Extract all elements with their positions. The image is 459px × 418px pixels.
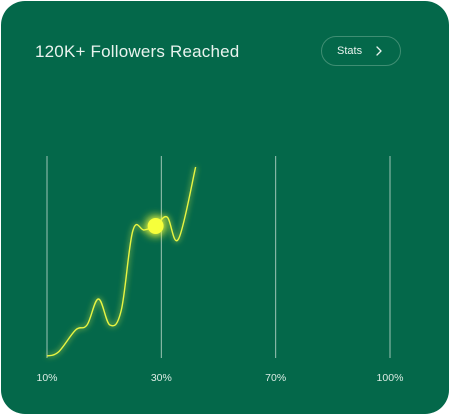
stats-button[interactable]: Stats <box>321 36 401 66</box>
x-tick-label: 10% <box>36 372 58 384</box>
x-tick-label: 70% <box>265 372 287 384</box>
highlighted-data-point[interactable] <box>147 218 164 234</box>
card-title: 120K+ Followers Reached <box>35 42 240 61</box>
followers-card: 120K+ Followers Reached Stats <box>1 1 449 414</box>
x-tick-label: 100% <box>376 372 404 384</box>
chevron-right-icon <box>376 46 382 56</box>
series-line <box>46 166 197 357</box>
x-tick-label: 30% <box>150 372 172 384</box>
stats-button-label: Stats <box>337 45 363 57</box>
